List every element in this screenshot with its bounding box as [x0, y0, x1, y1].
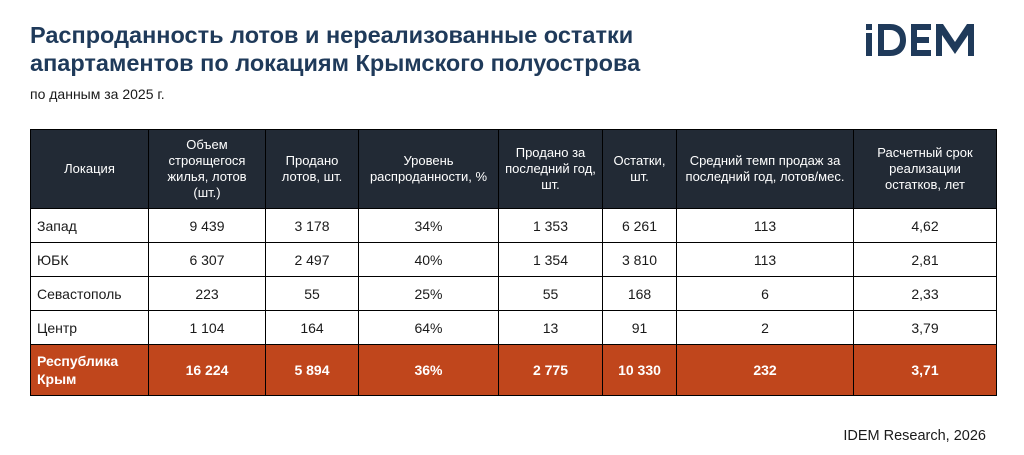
sales-table: Локация Объем строящегося жилья, лотов (… — [30, 129, 997, 396]
page-title: Распроданность лотов и нереализованные о… — [30, 21, 790, 77]
cell-sold: 3 178 — [265, 208, 359, 243]
cell-sold-pct-total: 36% — [358, 344, 499, 396]
cell-sold-last-year: 13 — [498, 310, 603, 345]
table-row: Центр 1 104 164 64% 13 91 2 3,79 — [30, 310, 997, 345]
cell-location: Центр — [30, 310, 149, 345]
page-title-line-1: Распроданность лотов и нереализованные о… — [30, 22, 634, 48]
col-header-sold-pct: Уровень распроданности, % — [358, 129, 499, 209]
cell-sold: 2 497 — [265, 242, 359, 277]
table-row: Севастополь 223 55 25% 55 168 6 2,33 — [30, 276, 997, 311]
cell-location-total: Республика Крым — [30, 344, 149, 396]
cell-remaining-total: 10 330 — [602, 344, 677, 396]
cell-sold: 55 — [265, 276, 359, 311]
cell-pace: 113 — [676, 208, 854, 243]
cell-pace: 113 — [676, 242, 854, 277]
cell-remaining: 6 261 — [602, 208, 677, 243]
col-header-volume: Объем строящегося жилья, лотов (шт.) — [148, 129, 266, 209]
cell-term: 2,33 — [853, 276, 997, 311]
col-header-pace: Средний темп продаж за последний год, ло… — [676, 129, 854, 209]
col-header-sold-last-year: Продано за последний год, шт. — [498, 129, 603, 209]
cell-sold: 164 — [265, 310, 359, 345]
col-header-term: Расчетный срок реализации остатков, лет — [853, 129, 997, 209]
cell-location: Запад — [30, 208, 149, 243]
cell-volume: 6 307 — [148, 242, 266, 277]
footer-source: IDEM Research, 2026 — [843, 428, 986, 444]
cell-sold-last-year: 1 354 — [498, 242, 603, 277]
cell-sold-pct: 64% — [358, 310, 499, 345]
cell-sold-total: 5 894 — [265, 344, 359, 396]
total-location-line-2: Крым — [37, 371, 77, 387]
cell-sold-last-year-total: 2 775 — [498, 344, 603, 396]
col-header-remaining: Остатки, шт. — [602, 129, 677, 209]
cell-remaining: 91 — [602, 310, 677, 345]
cell-pace-total: 232 — [676, 344, 854, 396]
cell-remaining: 168 — [602, 276, 677, 311]
cell-location: Севастополь — [30, 276, 149, 311]
cell-term: 3,79 — [853, 310, 997, 345]
cell-pace: 2 — [676, 310, 854, 345]
total-location-line-1: Республика — [37, 353, 119, 369]
cell-sold-last-year: 1 353 — [498, 208, 603, 243]
table-row: ЮБК 6 307 2 497 40% 1 354 3 810 113 2,81 — [30, 242, 997, 277]
table-row: Запад 9 439 3 178 34% 1 353 6 261 113 4,… — [30, 208, 997, 243]
cell-remaining: 3 810 — [602, 242, 677, 277]
cell-volume: 1 104 — [148, 310, 266, 345]
table-total-row: Республика Крым 16 224 5 894 36% 2 775 1… — [30, 344, 997, 396]
cell-volume: 9 439 — [148, 208, 266, 243]
cell-volume-total: 16 224 — [148, 344, 266, 396]
cell-term-total: 3,71 — [853, 344, 997, 396]
idem-logo — [866, 24, 984, 56]
cell-sold-pct: 34% — [358, 208, 499, 243]
cell-sold-pct: 40% — [358, 242, 499, 277]
cell-volume: 223 — [148, 276, 266, 311]
cell-term: 2,81 — [853, 242, 997, 277]
col-header-sold: Продано лотов, шт. — [265, 129, 359, 209]
table-header-row: Локация Объем строящегося жилья, лотов (… — [30, 129, 997, 209]
cell-term: 4,62 — [853, 208, 997, 243]
page-subtitle: по данным за 2025 г. — [30, 86, 165, 102]
cell-pace: 6 — [676, 276, 854, 311]
cell-sold-pct: 25% — [358, 276, 499, 311]
col-header-location: Локация — [30, 129, 149, 209]
cell-sold-last-year: 55 — [498, 276, 603, 311]
cell-location: ЮБК — [30, 242, 149, 277]
page-title-line-2: апартаментов по локациям Крымского полуо… — [30, 50, 641, 76]
